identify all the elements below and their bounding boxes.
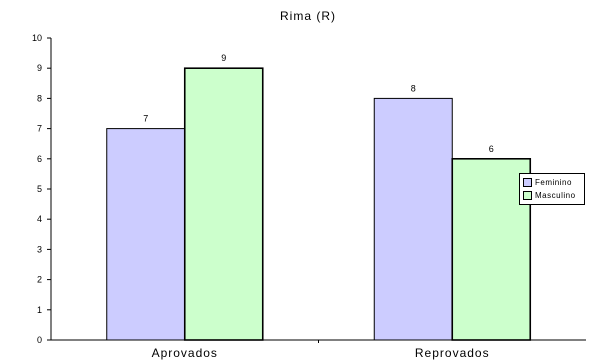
y-tick-label: 3 xyxy=(37,244,42,254)
data-label: 7 xyxy=(143,114,148,124)
bar-feminino-aprovados xyxy=(106,128,186,341)
y-tick-label: 1 xyxy=(37,305,42,315)
legend-label-masculino: Masculino xyxy=(535,190,576,200)
y-tick-label: 10 xyxy=(32,33,42,43)
y-tick-label: 8 xyxy=(37,93,42,103)
y-tick-label: 0 xyxy=(37,335,42,345)
bar-feminino-reprovados xyxy=(373,97,453,341)
legend-label-feminino: Feminino xyxy=(535,177,572,187)
bar-masculino-aprovados xyxy=(183,67,264,341)
y-tick-label: 4 xyxy=(37,214,42,224)
data-label: 6 xyxy=(489,144,494,154)
data-label: 9 xyxy=(221,53,226,63)
y-tick-label: 6 xyxy=(37,154,42,164)
x-tick-label: Aprovados xyxy=(152,346,218,360)
y-tick-label: 2 xyxy=(37,275,42,285)
legend-swatch-masculino xyxy=(523,190,532,200)
y-tick-label: 5 xyxy=(37,184,42,194)
legend-item-masculino: Masculino xyxy=(523,189,576,201)
y-tick-label: 9 xyxy=(37,63,42,73)
data-label: 8 xyxy=(411,83,416,93)
bar-masculino-reprovados xyxy=(451,158,532,341)
y-tick-label: 7 xyxy=(37,124,42,134)
legend-item-feminino: Feminino xyxy=(523,176,572,188)
legend-swatch-feminino xyxy=(523,177,532,187)
chart-title: Rima (R) xyxy=(280,9,336,23)
x-tick-label: Reprovados xyxy=(415,346,490,360)
legend: Feminino Masculino xyxy=(519,173,585,205)
